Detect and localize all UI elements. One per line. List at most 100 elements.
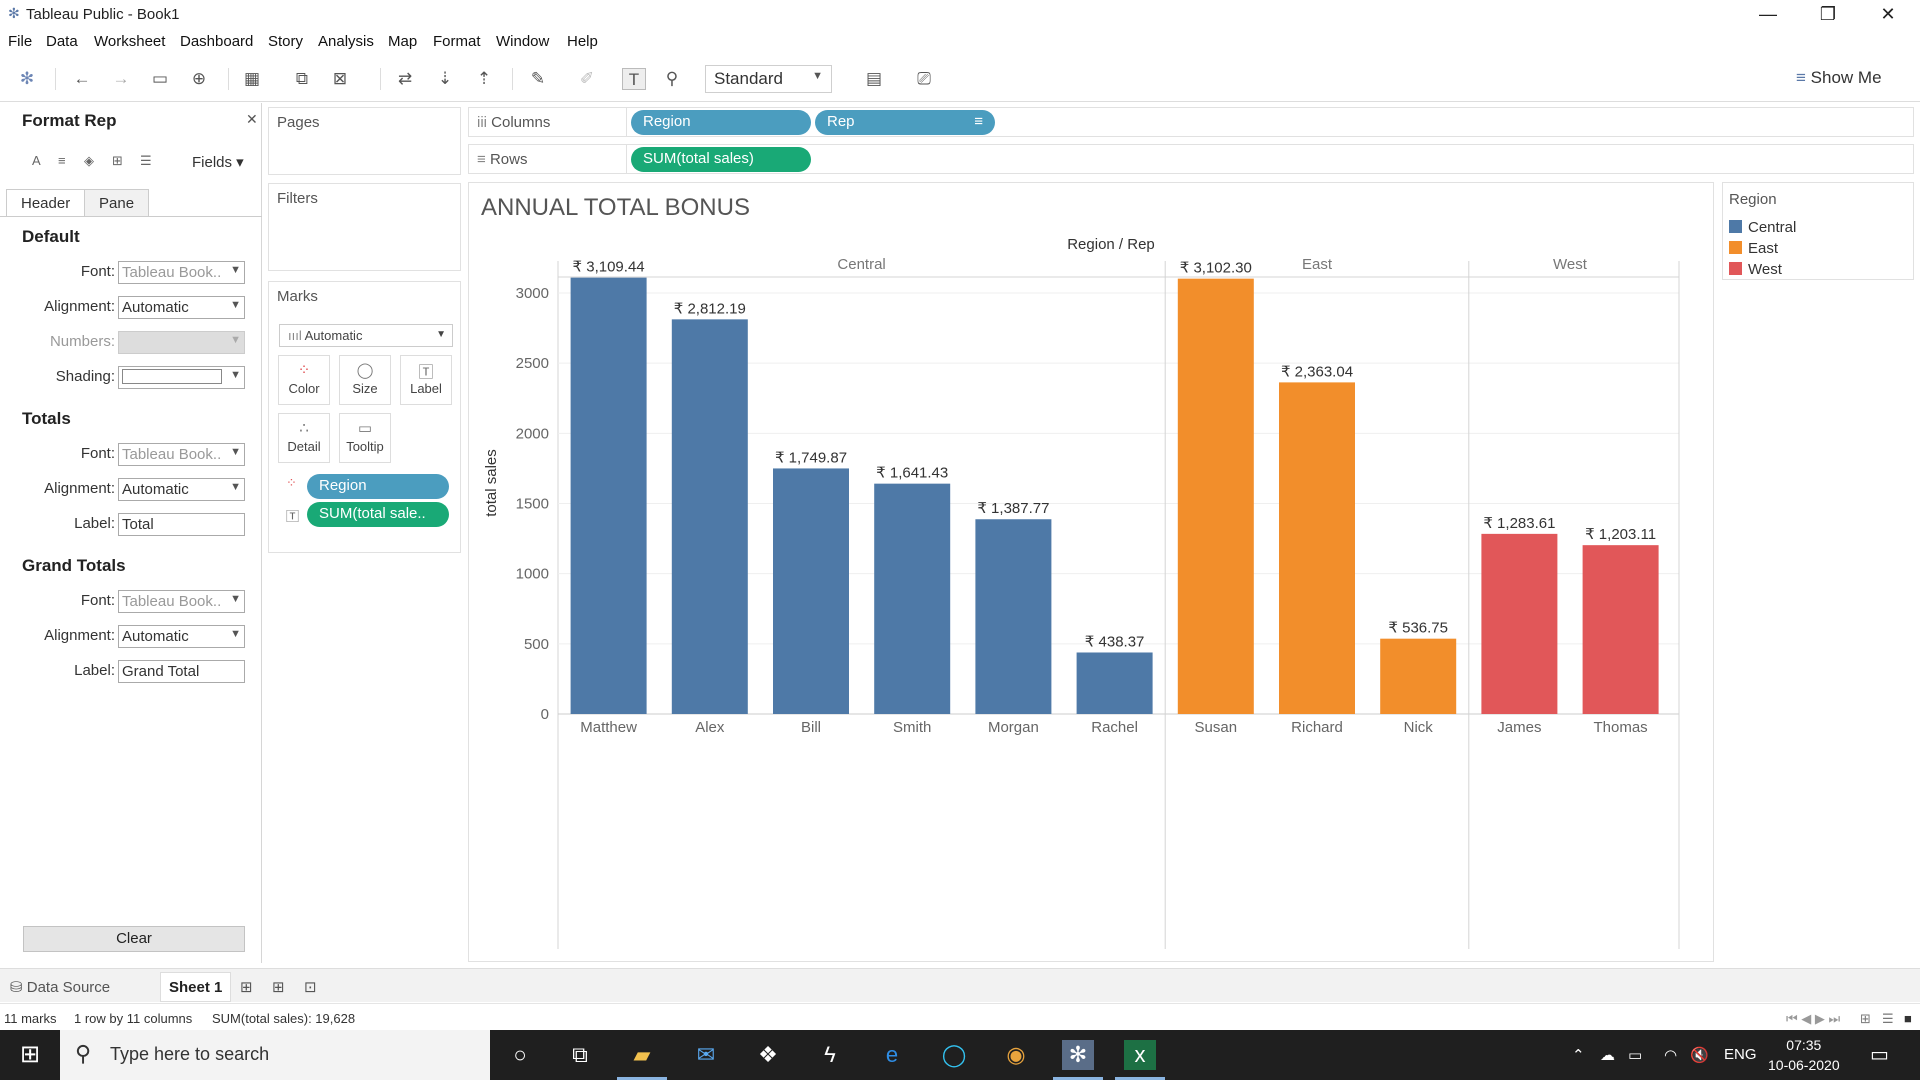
show-me-button[interactable]: ≡ Show Me [1796, 68, 1882, 87]
menu-data[interactable]: Data [46, 33, 78, 50]
show-hidden-icons-icon[interactable]: ⌃ [1572, 1047, 1585, 1064]
columns-shelf[interactable]: iii Columns Region Rep ≡ [468, 107, 1914, 137]
fields-dropdown[interactable]: Fields ▾ [192, 154, 244, 171]
dropbox-icon[interactable]: ❖ [758, 1042, 778, 1067]
label-button[interactable]: 🅃 Label [400, 355, 452, 405]
lines-format-icon[interactable]: ☰ [140, 153, 152, 168]
duplicate-sheet-icon[interactable]: ⧉ [295, 69, 309, 88]
tab-pane[interactable]: Pane [84, 189, 150, 217]
tabs-icon[interactable]: ■ [1904, 1011, 1912, 1026]
menu-format[interactable]: Format [433, 33, 481, 50]
windows-start-icon[interactable]: ⊞ [19, 1041, 41, 1068]
rows-shelf[interactable]: ≡ Rows SUM(total sales) [468, 144, 1914, 174]
menu-map[interactable]: Map [388, 33, 418, 50]
data-source-tab[interactable]: ⛁ Data Source [10, 979, 111, 996]
grand-totals-alignment-select[interactable]: Automatic ▼ [118, 625, 245, 648]
default-font-select[interactable]: Tableau Book.. ▼ [118, 261, 245, 284]
legend-item-central[interactable]: Central [1729, 219, 1796, 236]
restore-icon[interactable]: ❐ [1819, 4, 1837, 24]
menu-analysis[interactable]: Analysis [318, 33, 374, 50]
size-button[interactable]: ◯ Size [339, 355, 391, 405]
mark-type-select[interactable]: ıııl Automatic ▼ [279, 324, 453, 347]
detail-button[interactable]: ∴ Detail [278, 413, 330, 463]
new-dashboard-icon[interactable]: ⊞ [272, 979, 285, 996]
menu-file[interactable]: File [8, 33, 33, 50]
tooltip-button[interactable]: ▭ Tooltip [339, 413, 391, 463]
totals-label-input[interactable]: Total [118, 513, 245, 536]
font-format-icon[interactable]: A [32, 153, 41, 168]
marks-pill-sum-total-sales[interactable]: SUM(total sale.. [307, 502, 449, 527]
add-data-source-icon[interactable]: ⊕ [191, 69, 207, 88]
chrome-icon[interactable]: ◉ [1006, 1042, 1026, 1067]
wifi-icon[interactable]: ◠ [1664, 1047, 1678, 1064]
tableau-logo-icon: ✻ [8, 5, 20, 21]
edge-icon[interactable]: e [885, 1042, 899, 1067]
menu-dashboard[interactable]: Dashboard [180, 33, 254, 50]
excel-icon[interactable]: x [1124, 1040, 1156, 1070]
alexa-icon[interactable]: ◯ [941, 1042, 967, 1067]
shading-format-icon[interactable]: ◈ [84, 153, 94, 168]
menu-worksheet[interactable]: Worksheet [94, 33, 166, 50]
cortana-icon[interactable]: ○ [513, 1042, 527, 1067]
grand-totals-font-select[interactable]: Tableau Book.. ▼ [118, 590, 245, 613]
filters-card[interactable]: Filters [268, 183, 461, 271]
task-view-icon[interactable]: ⧉ [572, 1042, 588, 1067]
save-icon[interactable]: ▭ [151, 69, 169, 88]
file-explorer-icon[interactable]: ▰ [633, 1042, 651, 1067]
presentation-mode-icon[interactable]: ⎚ [917, 69, 931, 88]
clock[interactable]: 07:35 10-06-2020 [1768, 1037, 1840, 1073]
columns-pill-rep[interactable]: Rep ≡ [815, 110, 995, 135]
taskbar-search[interactable]: ⚲ Type here to search [60, 1030, 490, 1080]
tableau-home-icon[interactable]: ✻ [19, 69, 35, 88]
minimize-icon[interactable]: — [1759, 4, 1777, 24]
legend-item-east[interactable]: East [1729, 240, 1778, 257]
menu-window[interactable]: Window [496, 33, 550, 50]
color-button[interactable]: ⁘ Color [278, 355, 330, 405]
totals-font-select[interactable]: Tableau Book.. ▼ [118, 443, 245, 466]
sheet-sorter-icon[interactable]: ⊞ [1860, 1011, 1871, 1026]
show-cards-icon[interactable]: ▤ [865, 69, 883, 88]
group-members-icon[interactable]: ✐ [579, 69, 595, 88]
app-bolt-icon[interactable]: ϟ [824, 1042, 836, 1067]
notifications-icon[interactable]: ▭ [1870, 1044, 1889, 1066]
tableau-taskbar-icon[interactable]: ✻ [1062, 1040, 1094, 1070]
pages-card[interactable]: Pages [268, 107, 461, 175]
sort-descending-icon[interactable]: ⇡ [476, 69, 492, 88]
swap-rows-columns-icon[interactable]: ⇄ [397, 69, 413, 88]
alignment-format-icon[interactable]: ≡ [58, 153, 66, 168]
legend-item-west[interactable]: West [1729, 261, 1782, 278]
close-icon[interactable]: ✕ [246, 111, 258, 127]
volume-muted-icon[interactable]: 🔇 [1690, 1047, 1709, 1064]
onedrive-icon[interactable]: ☁ [1600, 1047, 1615, 1064]
default-alignment-select[interactable]: Automatic ▼ [118, 296, 245, 319]
grand-totals-label-input[interactable]: Grand Total [118, 660, 245, 683]
clear-button[interactable]: Clear [23, 926, 245, 952]
redo-icon[interactable]: → [112, 69, 130, 88]
battery-icon[interactable]: ▭ [1628, 1047, 1643, 1064]
mail-icon[interactable]: ✉ [696, 1042, 716, 1067]
new-worksheet-icon[interactable]: ▦ [243, 69, 261, 88]
show-mark-labels-icon[interactable]: T [622, 68, 646, 90]
new-story-icon[interactable]: ⊡ [304, 979, 317, 996]
sort-ascending-icon[interactable]: ⇣ [437, 69, 453, 88]
undo-icon[interactable]: ← [73, 69, 91, 88]
sheet-1-tab[interactable]: Sheet 1 [160, 972, 232, 1002]
totals-alignment-select[interactable]: Automatic ▼ [118, 478, 245, 501]
fit-select[interactable]: Standard ▼ [705, 65, 832, 93]
new-worksheet-icon[interactable]: ⊞ [240, 979, 253, 996]
fix-axes-icon[interactable]: ⚲ [665, 69, 679, 88]
language-indicator[interactable]: ENG [1724, 1046, 1757, 1063]
menu-story[interactable]: Story [268, 33, 304, 50]
borders-format-icon[interactable]: ⊞ [112, 153, 123, 168]
tab-header[interactable]: Header [6, 189, 86, 217]
close-icon[interactable]: ✕ [1880, 4, 1896, 24]
filmstrip-icon[interactable]: ☰ [1882, 1011, 1894, 1026]
default-shading-select[interactable]: ▼ [118, 366, 245, 389]
sheet-nav-icon[interactable]: ⏮ ◀ ▶ ⏭ [1786, 1011, 1841, 1026]
marks-pill-region[interactable]: Region [307, 474, 449, 499]
menu-help[interactable]: Help [567, 33, 598, 50]
clear-sheet-icon[interactable]: ⊠ [332, 69, 348, 88]
columns-pill-region[interactable]: Region [631, 110, 811, 135]
highlight-icon[interactable]: ✎ [530, 69, 546, 88]
rows-pill-sum-total-sales[interactable]: SUM(total sales) [631, 147, 811, 172]
